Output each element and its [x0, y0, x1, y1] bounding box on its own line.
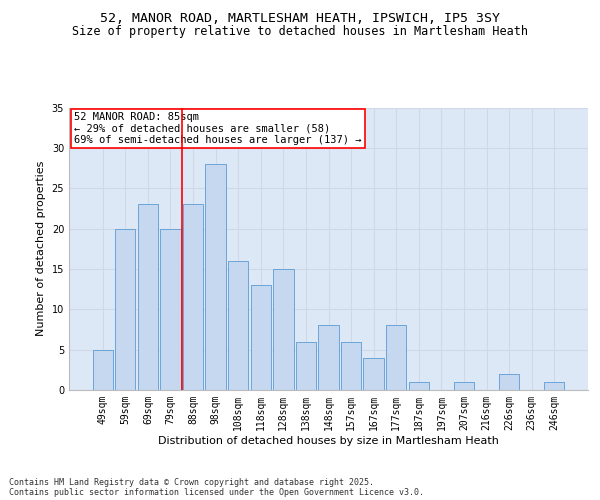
Bar: [386, 326, 406, 390]
Bar: [296, 342, 316, 390]
Bar: [364, 358, 384, 390]
X-axis label: Distribution of detached houses by size in Martlesham Heath: Distribution of detached houses by size …: [158, 436, 499, 446]
Bar: [544, 382, 565, 390]
Bar: [92, 350, 113, 390]
Bar: [409, 382, 429, 390]
Bar: [205, 164, 226, 390]
Bar: [138, 204, 158, 390]
Text: 52 MANOR ROAD: 85sqm
← 29% of detached houses are smaller (58)
69% of semi-detac: 52 MANOR ROAD: 85sqm ← 29% of detached h…: [74, 112, 362, 145]
Text: 52, MANOR ROAD, MARTLESHAM HEATH, IPSWICH, IP5 3SY: 52, MANOR ROAD, MARTLESHAM HEATH, IPSWIC…: [100, 12, 500, 24]
Bar: [341, 342, 361, 390]
Y-axis label: Number of detached properties: Number of detached properties: [36, 161, 46, 336]
Bar: [160, 228, 181, 390]
Text: Size of property relative to detached houses in Martlesham Heath: Size of property relative to detached ho…: [72, 25, 528, 38]
Bar: [273, 269, 293, 390]
Bar: [319, 326, 338, 390]
Bar: [499, 374, 519, 390]
Bar: [115, 228, 136, 390]
Bar: [183, 204, 203, 390]
Bar: [228, 261, 248, 390]
Bar: [251, 285, 271, 390]
Bar: [454, 382, 474, 390]
Text: Contains HM Land Registry data © Crown copyright and database right 2025.
Contai: Contains HM Land Registry data © Crown c…: [9, 478, 424, 497]
